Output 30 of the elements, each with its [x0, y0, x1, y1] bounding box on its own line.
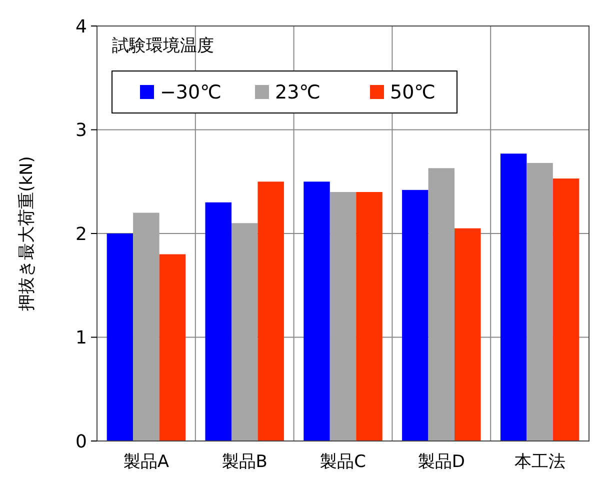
x-tick-label: 本工法 [514, 452, 566, 472]
x-tick-label: 製品A [123, 452, 170, 472]
bar [526, 162, 553, 441]
bar [159, 254, 186, 441]
x-tick-label: 製品B [222, 452, 268, 472]
bar [231, 223, 258, 441]
bar [428, 168, 455, 441]
legend-title: 試験環境温度 [112, 36, 214, 56]
y-tick-label: 3 [76, 120, 87, 142]
y-tick-label: 1 [76, 328, 87, 349]
legend-label: 23℃ [275, 82, 321, 104]
y-tick-label: 2 [76, 224, 87, 245]
bar [258, 182, 284, 441]
bar [454, 228, 481, 441]
legend-label: 50℃ [390, 82, 436, 104]
bar [402, 190, 428, 441]
y-tick-label: 0 [76, 431, 87, 452]
bar [500, 154, 527, 441]
bar [552, 178, 580, 441]
bar [330, 192, 356, 441]
bar [106, 234, 134, 441]
bar [133, 212, 160, 441]
bar [205, 202, 232, 441]
x-tick-label: 製品C [320, 452, 366, 472]
y-tick-label: 4 [76, 16, 87, 38]
y-axis-title: 押抜き最大荷重(kN) [17, 156, 37, 311]
x-tick-label: 製品D [418, 452, 465, 472]
legend-label: −30℃ [160, 82, 222, 104]
bar [356, 192, 382, 441]
bar [304, 182, 330, 441]
